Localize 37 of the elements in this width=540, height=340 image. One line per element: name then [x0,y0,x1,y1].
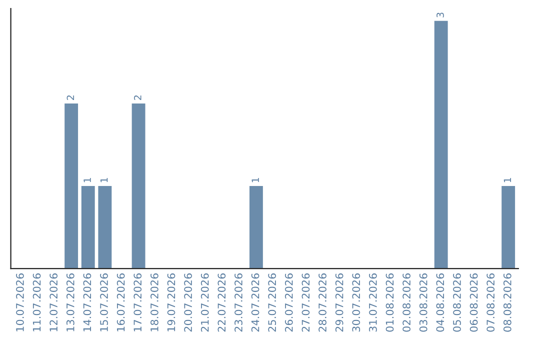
x-tick-label: 03.08.2026 [419,273,428,332]
x-tick-label: 02.08.2026 [402,273,410,332]
x-tick-label: 19.07.2026 [167,273,176,332]
data-label: 2 [66,95,74,100]
data-label: 3 [436,12,444,18]
x-tick-label: 05.08.2026 [453,273,461,332]
x-tick-label: 29.07.2026 [335,273,344,332]
x-tick-label: 23.07.2026 [234,273,242,332]
x-tick-label: 27.07.2026 [302,273,310,332]
x-tick-label: 01.08.2026 [386,273,394,332]
x-tick-label: 20.07.2026 [184,273,192,332]
x-tick-label: 13.07.2026 [66,273,74,332]
x-tick-label: 08.08.2026 [503,273,512,332]
data-label: 1 [504,178,511,182]
x-tick-label: 12.07.2026 [50,273,58,332]
x-tick-label: 30.07.2026 [352,273,360,332]
x-tick-label: 15.07.2026 [100,273,108,332]
x-tick-label: 04.08.2026 [436,273,444,332]
x-tick-label: 25.07.2026 [268,273,276,332]
x-tick-label: 31.07.2026 [368,273,377,332]
data-label: 1 [84,178,91,182]
x-tick-label: 21.07.2026 [200,273,209,332]
x-tick-label: 22.07.2026 [218,273,226,332]
x-tick-label: 17.07.2026 [134,273,142,332]
x-tick-label: 07.08.2026 [486,273,495,332]
x-tick-label: 28.07.2026 [318,273,326,332]
x-tick-label: 06.08.2026 [470,273,478,332]
x-tick-label: 10.07.2026 [16,273,24,332]
x-tick-label: 24.07.2026 [251,273,260,332]
x-tick-label: 14.07.2026 [83,273,92,332]
x-tick-label: 16.07.2026 [116,273,125,332]
x-tick-label: 11.07.2026 [32,273,41,332]
data-label: 1 [252,178,259,182]
x-tick-label: 26.07.2026 [284,273,293,332]
data-label: 2 [134,95,142,100]
data-label: 1 [100,178,108,182]
x-tick-label: 18.07.2026 [150,273,158,332]
